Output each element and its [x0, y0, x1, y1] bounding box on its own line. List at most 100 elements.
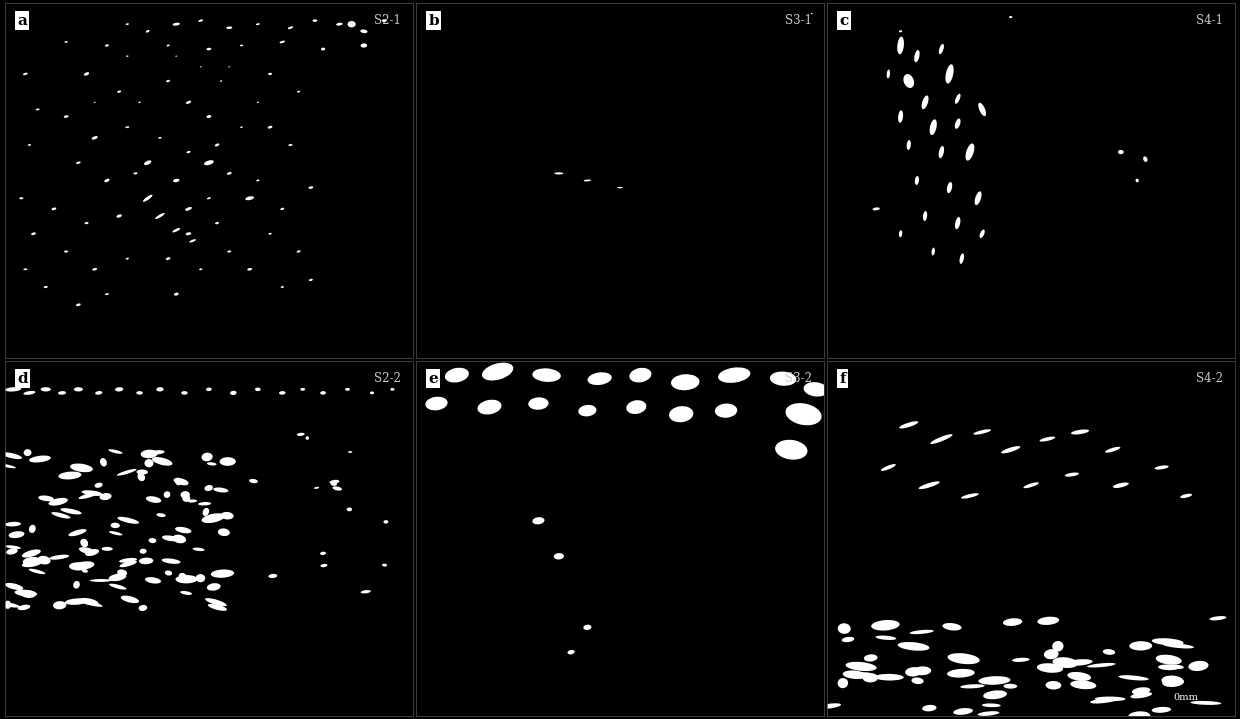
- Ellipse shape: [961, 493, 978, 498]
- Ellipse shape: [166, 257, 170, 260]
- Ellipse shape: [186, 101, 191, 104]
- Ellipse shape: [321, 47, 325, 50]
- Ellipse shape: [982, 703, 1001, 707]
- Ellipse shape: [904, 643, 918, 649]
- Ellipse shape: [27, 144, 31, 146]
- Ellipse shape: [1038, 617, 1059, 625]
- Ellipse shape: [181, 491, 190, 498]
- Text: S3-1: S3-1: [785, 14, 812, 27]
- Ellipse shape: [219, 457, 236, 466]
- Ellipse shape: [904, 74, 914, 88]
- Ellipse shape: [92, 268, 97, 270]
- Ellipse shape: [921, 96, 929, 109]
- Ellipse shape: [872, 620, 900, 631]
- Ellipse shape: [300, 388, 305, 390]
- Ellipse shape: [425, 397, 448, 411]
- Ellipse shape: [94, 102, 95, 103]
- Ellipse shape: [117, 214, 122, 218]
- Ellipse shape: [1190, 701, 1221, 705]
- Ellipse shape: [82, 569, 88, 573]
- Ellipse shape: [314, 487, 319, 489]
- Text: S4-2: S4-2: [1195, 372, 1223, 385]
- Ellipse shape: [382, 19, 387, 22]
- Ellipse shape: [1143, 156, 1147, 162]
- Ellipse shape: [118, 517, 139, 524]
- Ellipse shape: [125, 23, 129, 25]
- Text: S3-2: S3-2: [785, 372, 812, 385]
- Ellipse shape: [980, 229, 985, 238]
- Ellipse shape: [785, 403, 822, 426]
- Ellipse shape: [72, 562, 94, 570]
- Ellipse shape: [955, 93, 961, 104]
- Ellipse shape: [249, 479, 258, 483]
- Ellipse shape: [187, 500, 197, 503]
- Ellipse shape: [1163, 643, 1194, 649]
- Ellipse shape: [977, 711, 999, 716]
- Ellipse shape: [149, 538, 156, 543]
- Ellipse shape: [174, 478, 188, 485]
- Ellipse shape: [109, 574, 126, 581]
- Text: 0mm: 0mm: [1174, 693, 1199, 702]
- Ellipse shape: [24, 391, 36, 395]
- Ellipse shape: [144, 459, 154, 467]
- Ellipse shape: [92, 136, 98, 139]
- Ellipse shape: [973, 429, 991, 435]
- Ellipse shape: [947, 653, 980, 664]
- Ellipse shape: [207, 462, 217, 465]
- Ellipse shape: [192, 548, 205, 551]
- Ellipse shape: [100, 458, 107, 467]
- Ellipse shape: [84, 72, 89, 75]
- Ellipse shape: [165, 570, 172, 576]
- Ellipse shape: [1, 452, 22, 459]
- Ellipse shape: [24, 449, 31, 456]
- Ellipse shape: [205, 598, 227, 606]
- Ellipse shape: [1070, 680, 1096, 690]
- Ellipse shape: [29, 525, 36, 533]
- Ellipse shape: [280, 208, 284, 210]
- Ellipse shape: [1071, 429, 1089, 434]
- Ellipse shape: [898, 37, 904, 55]
- Ellipse shape: [305, 436, 309, 440]
- Text: c: c: [839, 14, 848, 27]
- Ellipse shape: [838, 623, 851, 634]
- Text: S4-1: S4-1: [1195, 14, 1223, 27]
- Ellipse shape: [837, 678, 848, 688]
- Ellipse shape: [207, 115, 211, 118]
- Ellipse shape: [125, 257, 129, 260]
- Ellipse shape: [873, 207, 879, 211]
- Ellipse shape: [578, 405, 596, 416]
- Ellipse shape: [554, 173, 563, 175]
- Ellipse shape: [336, 23, 342, 26]
- Ellipse shape: [584, 180, 591, 181]
- Ellipse shape: [1090, 697, 1120, 704]
- Ellipse shape: [159, 215, 161, 217]
- Ellipse shape: [939, 146, 944, 158]
- Ellipse shape: [182, 495, 190, 502]
- Ellipse shape: [280, 286, 284, 288]
- Ellipse shape: [17, 605, 30, 610]
- Ellipse shape: [125, 127, 129, 128]
- Ellipse shape: [15, 590, 37, 597]
- Ellipse shape: [247, 268, 252, 270]
- Ellipse shape: [911, 677, 924, 684]
- Ellipse shape: [309, 186, 314, 189]
- Ellipse shape: [120, 595, 139, 603]
- Ellipse shape: [205, 160, 213, 165]
- Ellipse shape: [1158, 664, 1178, 670]
- Ellipse shape: [1132, 687, 1151, 695]
- Ellipse shape: [528, 398, 548, 410]
- Ellipse shape: [1152, 707, 1171, 713]
- Ellipse shape: [347, 21, 356, 27]
- Ellipse shape: [942, 623, 961, 631]
- Ellipse shape: [843, 670, 866, 679]
- Ellipse shape: [166, 80, 170, 82]
- Ellipse shape: [1003, 618, 1022, 626]
- Ellipse shape: [213, 487, 228, 493]
- Ellipse shape: [9, 531, 25, 538]
- Ellipse shape: [960, 684, 985, 688]
- Ellipse shape: [811, 13, 812, 14]
- Ellipse shape: [64, 250, 68, 252]
- Ellipse shape: [215, 222, 219, 224]
- Ellipse shape: [1012, 658, 1029, 662]
- Ellipse shape: [257, 102, 259, 103]
